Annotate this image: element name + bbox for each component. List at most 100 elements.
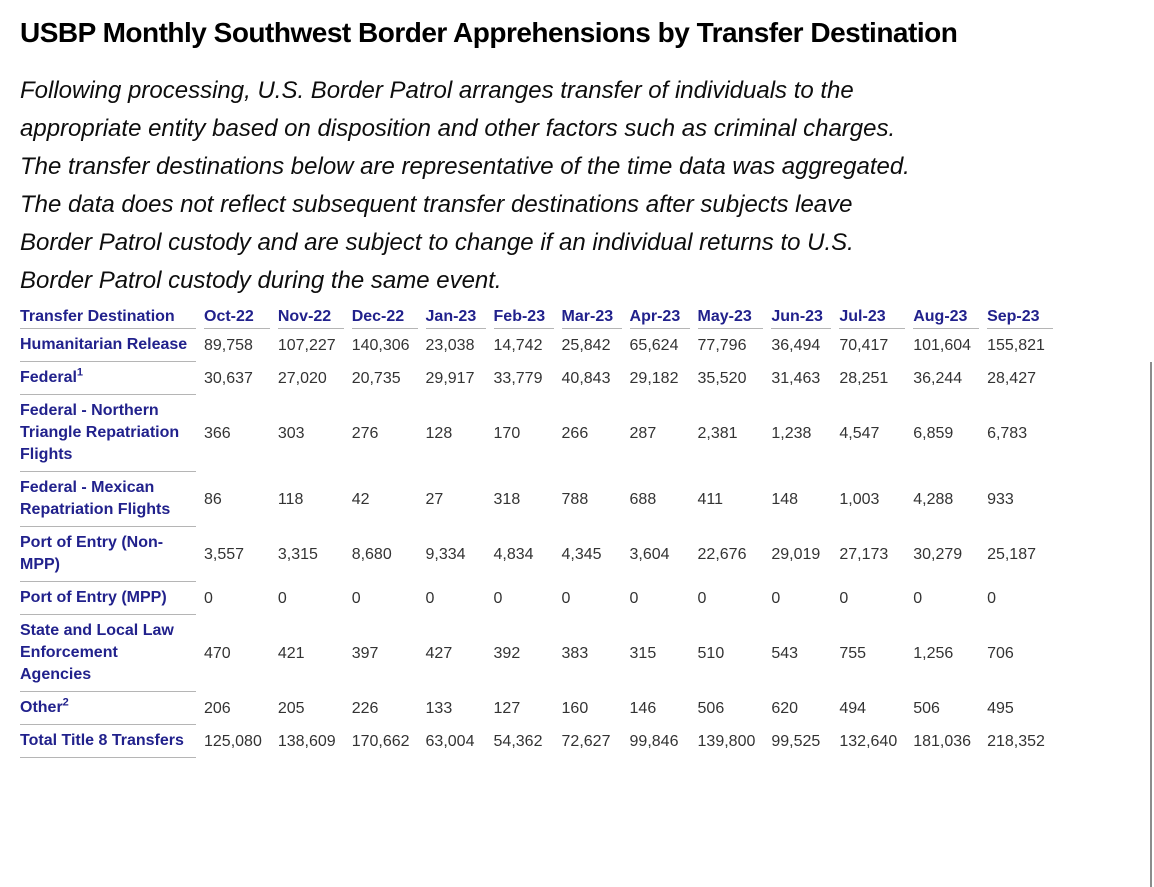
footnote-marker: 2: [62, 696, 69, 709]
table-row: Total Title 8 Transfers 125,080 138,609 170…: [20, 725, 1053, 758]
data-cell: 128: [425, 424, 453, 442]
data-cell: 160: [561, 699, 589, 717]
column-header-month: Apr-23: [629, 306, 690, 329]
data-cell: 688: [629, 490, 657, 508]
column-header-month: Jul-23: [839, 306, 906, 329]
data-cell: 318: [493, 490, 521, 508]
data-cell: 366: [204, 424, 231, 442]
table-row: Other2 206 205 226 133 127 160 146 506 620 494 506 4…: [20, 692, 1053, 725]
data-cell: 2,381: [697, 424, 738, 442]
data-cell: 70,417: [839, 336, 889, 354]
data-cell: 0: [771, 589, 781, 607]
data-cell: 1,003: [839, 490, 880, 508]
data-cell: 620: [771, 699, 799, 717]
data-cell: 0: [493, 589, 503, 607]
data-cell: 86: [204, 490, 222, 508]
data-cell: 36,244: [913, 369, 963, 387]
table-row: State and Local Law Enforcement Agencies…: [20, 615, 1053, 692]
transfers-table: Transfer Destination Oct-22 Nov-22 Dec-22 Ja…: [12, 306, 1061, 758]
vertical-divider: [1150, 362, 1152, 887]
data-cell: 218,352: [987, 732, 1045, 750]
data-cell: 226: [351, 699, 379, 717]
data-cell: 42: [351, 490, 370, 508]
row-label: Total Title 8 Transfers: [20, 725, 196, 758]
data-cell: 510: [697, 644, 725, 662]
column-header-month: Dec-22: [351, 306, 418, 329]
column-header-month: Oct-22: [204, 306, 270, 329]
data-cell: 23,038: [425, 336, 475, 354]
row-label: Port of Entry (Non-MPP): [20, 527, 196, 582]
column-header-month: Sep-23: [987, 306, 1053, 329]
data-cell: 63,004: [425, 732, 475, 750]
data-cell: 0: [351, 589, 361, 607]
data-cell: 89,758: [204, 336, 253, 354]
data-cell: 470: [204, 644, 231, 662]
data-cell: 383: [561, 644, 589, 662]
intro-line: Border Patrol custody during the same ev…: [20, 267, 502, 294]
data-cell: 755: [839, 644, 867, 662]
intro-line: The data does not reflect subsequent tra…: [20, 191, 853, 218]
data-cell: 138,609: [277, 732, 336, 750]
data-cell: 3,604: [629, 545, 670, 563]
data-cell: 77,796: [697, 336, 747, 354]
data-cell: 27,173: [839, 545, 889, 563]
data-cell: 155,821: [987, 336, 1045, 354]
data-cell: 495: [987, 699, 1014, 717]
data-cell: 0: [277, 589, 287, 607]
data-cell: 127: [493, 699, 521, 717]
data-cell: 1,256: [913, 644, 954, 662]
table-row: Federal - Northern Triangle Repatriation…: [20, 395, 1053, 472]
data-cell: 28,427: [987, 369, 1036, 387]
footnote-marker: 1: [76, 366, 84, 379]
data-cell: 29,019: [771, 545, 821, 563]
data-cell: 28,251: [839, 369, 889, 387]
data-cell: 132,640: [839, 732, 898, 750]
data-cell: 20,735: [351, 369, 401, 387]
row-label: Federal1: [20, 362, 196, 395]
row-label: Port of Entry (MPP): [20, 582, 196, 615]
intro-line: Following processing, U.S. Border Patrol…: [20, 77, 854, 104]
data-cell: 287: [629, 424, 657, 442]
data-cell: 33,779: [493, 369, 543, 387]
data-cell: 206: [204, 699, 231, 717]
column-header-month: Jan-23: [425, 306, 486, 329]
data-cell: 40,843: [561, 369, 611, 387]
data-cell: 25,187: [987, 545, 1036, 563]
data-cell: 148: [771, 490, 799, 508]
data-cell: 14,742: [493, 336, 543, 354]
data-cell: 6,783: [987, 424, 1028, 442]
table-row: Federal1 30,637 27,020 20,735 29,917 33,779 40…: [20, 362, 1053, 395]
data-cell: 72,627: [561, 732, 611, 750]
data-cell: 6,859: [913, 424, 954, 442]
page-title: USBP Monthly Southwest Border Apprehensi…: [20, 17, 958, 48]
table-header-row: Transfer Destination Oct-22 Nov-22 Dec-22 Ja…: [20, 306, 1053, 329]
intro-line: appropriate entity based on disposition …: [20, 115, 896, 142]
data-cell: 30,637: [204, 369, 253, 387]
data-cell: 4,288: [913, 490, 954, 508]
data-cell: 494: [839, 699, 867, 717]
data-cell: 0: [913, 589, 923, 607]
row-label: Federal - Northern Triangle Repatriation…: [20, 395, 196, 472]
data-cell: 0: [839, 589, 849, 607]
row-label: State and Local Law Enforcement Agencies: [20, 615, 196, 692]
data-cell: 170: [493, 424, 521, 442]
data-cell: 101,604: [913, 336, 972, 354]
column-header-month: Aug-23: [913, 306, 980, 329]
column-header-month: Jun-23: [771, 306, 832, 329]
intro-line: Border Patrol custody and are subject to…: [20, 229, 854, 256]
data-cell: 29,917: [425, 369, 475, 387]
column-header-month: Feb-23: [493, 306, 554, 329]
data-cell: 397: [351, 644, 379, 662]
data-cell: 392: [493, 644, 521, 662]
data-cell: 30,279: [913, 545, 963, 563]
table-row: Port of Entry (Non-MPP) 3,557 3,315 8,680 9,…: [20, 527, 1053, 582]
data-cell: 4,834: [493, 545, 534, 563]
data-cell: 1,238: [771, 424, 812, 442]
data-cell: 933: [987, 490, 1014, 508]
data-cell: 205: [277, 699, 305, 717]
data-cell: 788: [561, 490, 589, 508]
data-cell: 125,080: [204, 732, 262, 750]
data-cell: 29,182: [629, 369, 679, 387]
column-header-month: May-23: [697, 306, 764, 329]
data-cell: 35,520: [697, 369, 747, 387]
